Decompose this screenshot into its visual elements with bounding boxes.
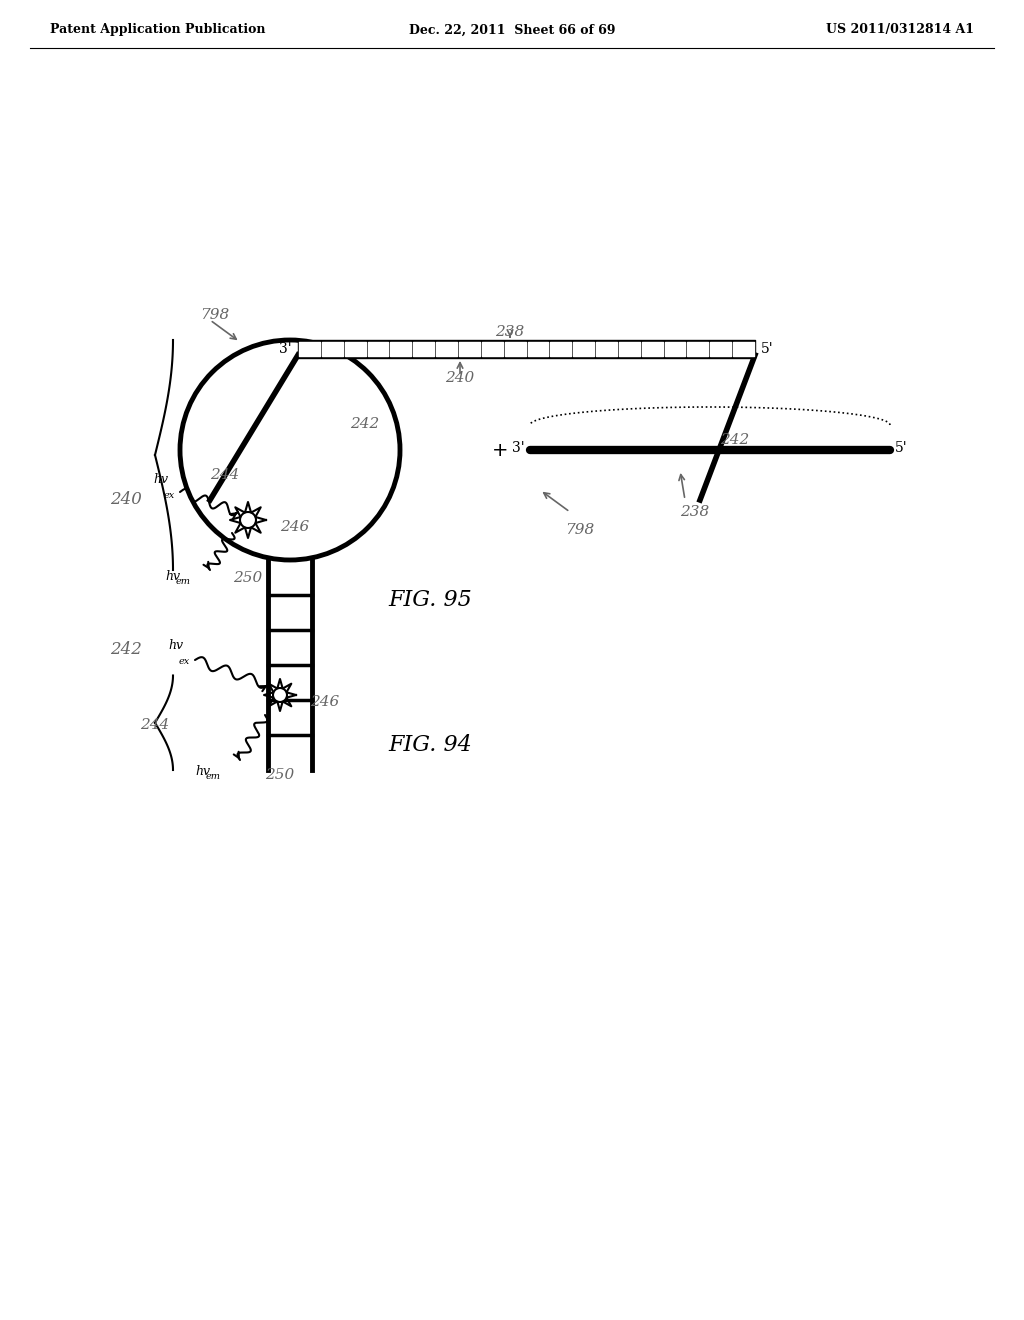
Text: 246: 246 <box>310 696 339 709</box>
Text: ex: ex <box>179 657 190 667</box>
Text: 246: 246 <box>280 520 309 535</box>
Text: em: em <box>176 577 191 586</box>
Text: 238: 238 <box>496 325 524 339</box>
Text: hv: hv <box>153 473 168 486</box>
Circle shape <box>240 512 256 528</box>
Text: em: em <box>206 772 221 781</box>
Text: 244: 244 <box>140 718 169 733</box>
Text: 3': 3' <box>280 342 292 356</box>
Text: US 2011/0312814 A1: US 2011/0312814 A1 <box>826 24 974 37</box>
Text: 238: 238 <box>680 506 710 519</box>
Text: Dec. 22, 2011  Sheet 66 of 69: Dec. 22, 2011 Sheet 66 of 69 <box>409 24 615 37</box>
Text: hv: hv <box>165 570 180 583</box>
Text: 242: 242 <box>350 417 379 432</box>
Text: hv: hv <box>195 766 210 777</box>
Text: 5': 5' <box>761 342 773 356</box>
Text: 244: 244 <box>210 469 240 482</box>
Text: 3': 3' <box>512 441 525 455</box>
Text: FIG. 95: FIG. 95 <box>388 589 472 611</box>
Text: 242: 242 <box>720 433 750 447</box>
Text: 242: 242 <box>110 642 142 659</box>
Text: Patent Application Publication: Patent Application Publication <box>50 24 265 37</box>
Text: ex: ex <box>164 491 175 500</box>
Text: 5': 5' <box>895 441 907 455</box>
Text: 798: 798 <box>200 308 229 322</box>
Text: 250: 250 <box>233 572 262 585</box>
Text: 250: 250 <box>265 768 294 781</box>
Text: +: + <box>492 441 508 459</box>
Text: 240: 240 <box>445 371 475 385</box>
Text: FIG. 94: FIG. 94 <box>388 734 472 756</box>
Text: 798: 798 <box>565 523 594 537</box>
Text: 240: 240 <box>110 491 142 508</box>
Circle shape <box>273 688 287 702</box>
Text: hv: hv <box>168 639 183 652</box>
